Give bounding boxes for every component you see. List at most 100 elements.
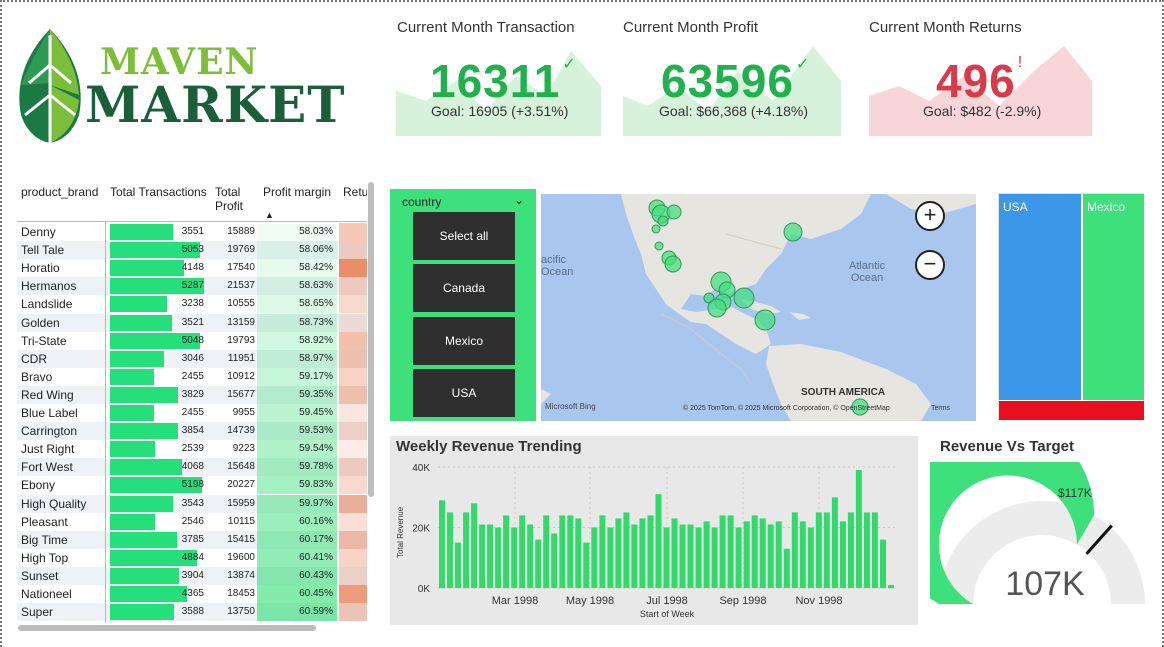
weekly-revenue-chart[interactable]: Weekly Revenue Trending 0K 20K 40K Mar 1998… bbox=[390, 436, 918, 625]
table-row[interactable]: High Quality 3543 15959 59.97% bbox=[17, 494, 367, 513]
revenue-bar[interactable] bbox=[711, 527, 718, 589]
treemap-tile-usa[interactable]: USA bbox=[999, 194, 1081, 400]
table-row[interactable]: Blue Label 2455 9955 59.45% bbox=[17, 404, 367, 422]
table-row[interactable]: Golden 3521 13159 58.73% bbox=[17, 313, 367, 332]
slicer-option-mexico[interactable]: Mexico bbox=[413, 317, 515, 365]
revenue-bar[interactable] bbox=[783, 548, 790, 588]
country-slicer[interactable]: country ⌄ Select all Canada Mexico USA bbox=[390, 189, 536, 421]
country-treemap[interactable]: USA Mexico bbox=[998, 193, 1144, 420]
revenue-bar[interactable] bbox=[791, 512, 798, 588]
table-row[interactable]: Bravo 2455 10912 59.17% bbox=[17, 367, 367, 386]
table-row[interactable]: Red Wing 3829 15677 59.35% bbox=[17, 385, 367, 404]
revenue-target-gauge[interactable] bbox=[930, 462, 1154, 612]
revenue-bar[interactable] bbox=[599, 515, 606, 588]
revenue-bar[interactable] bbox=[735, 527, 742, 589]
table-row[interactable]: Big Time 3785 15415 60.17% bbox=[17, 530, 367, 549]
revenue-bar[interactable] bbox=[727, 515, 734, 588]
table-row[interactable]: Denny 3551 15889 58.03% bbox=[17, 223, 367, 241]
zoom-in-button[interactable]: + bbox=[915, 201, 945, 231]
brand-table[interactable]: product_brand Total Transactions Total P… bbox=[17, 178, 367, 628]
revenue-bar[interactable] bbox=[759, 518, 766, 588]
revenue-bar[interactable] bbox=[551, 533, 558, 589]
revenue-bar[interactable] bbox=[888, 585, 894, 588]
table-row[interactable]: CDR 3046 11951 58.97% bbox=[17, 349, 367, 368]
revenue-bar[interactable] bbox=[671, 518, 678, 588]
slicer-option-canada[interactable]: Canada bbox=[413, 264, 515, 312]
revenue-bar[interactable] bbox=[831, 497, 838, 589]
revenue-bar[interactable] bbox=[880, 539, 886, 588]
column-header-returns[interactable]: Retu bbox=[343, 185, 367, 199]
revenue-bar[interactable] bbox=[839, 521, 846, 588]
revenue-bar[interactable] bbox=[615, 518, 622, 588]
revenue-bar[interactable] bbox=[503, 515, 510, 588]
revenue-bar[interactable] bbox=[719, 515, 726, 588]
map-terms-link[interactable]: Terms bbox=[931, 405, 951, 412]
revenue-bar[interactable] bbox=[543, 515, 550, 588]
revenue-bar[interactable] bbox=[775, 521, 782, 588]
revenue-bar[interactable] bbox=[535, 539, 542, 588]
revenue-bar[interactable] bbox=[655, 494, 662, 588]
table-row[interactable]: Nationeel 4365 18453 60.45% bbox=[17, 585, 367, 603]
revenue-bar[interactable] bbox=[559, 515, 566, 588]
revenue-bar[interactable] bbox=[751, 515, 758, 588]
revenue-bar[interactable] bbox=[623, 512, 630, 588]
table-row[interactable]: Sunset 3904 13874 60.43% bbox=[17, 566, 367, 585]
revenue-bar[interactable] bbox=[847, 512, 854, 588]
table-row[interactable]: Ebony 5198 20227 59.83% bbox=[17, 476, 367, 495]
table-row[interactable]: Fort West 4068 15648 59.78% bbox=[17, 458, 367, 477]
column-header-margin[interactable]: Profit margin bbox=[263, 185, 332, 199]
revenue-bar[interactable] bbox=[447, 512, 453, 588]
revenue-bar[interactable] bbox=[631, 524, 638, 589]
revenue-bar[interactable] bbox=[767, 524, 774, 589]
column-header-transactions[interactable]: Total Transactions bbox=[110, 185, 207, 199]
revenue-bar[interactable] bbox=[591, 527, 598, 589]
revenue-bar[interactable] bbox=[647, 515, 654, 588]
table-row[interactable]: Hermanos 5287 21537 58.63% bbox=[17, 277, 367, 296]
revenue-bar[interactable] bbox=[607, 527, 614, 589]
revenue-bar[interactable] bbox=[439, 500, 445, 588]
revenue-bar[interactable] bbox=[807, 527, 814, 589]
kpi-transactions[interactable]: Current Month Transaction 16311 ✓ Goal: 1… bbox=[396, 14, 602, 136]
revenue-bar[interactable] bbox=[527, 524, 534, 589]
revenue-bar[interactable] bbox=[567, 515, 574, 588]
table-vertical-scrollbar[interactable] bbox=[368, 182, 374, 497]
column-header-profit[interactable]: Total Profit bbox=[215, 185, 244, 213]
revenue-bar[interactable] bbox=[679, 524, 686, 589]
revenue-bar[interactable] bbox=[855, 470, 862, 588]
revenue-bar[interactable] bbox=[471, 503, 478, 588]
table-row[interactable]: High Top 4884 19600 60.41% bbox=[17, 548, 367, 567]
revenue-bar[interactable] bbox=[455, 542, 461, 588]
revenue-bar[interactable] bbox=[495, 527, 502, 589]
table-row[interactable]: Pleasant 2546 10115 60.16% bbox=[17, 512, 367, 531]
chevron-down-icon[interactable]: ⌄ bbox=[513, 193, 524, 207]
revenue-bar[interactable] bbox=[695, 527, 702, 589]
slicer-option-select-all[interactable]: Select all bbox=[413, 212, 515, 260]
revenue-bar[interactable] bbox=[511, 527, 518, 589]
revenue-bar[interactable] bbox=[743, 521, 750, 588]
store-map[interactable]: acific Ocean Atlantic Ocean SOUTH AMERIC… bbox=[541, 194, 976, 421]
sort-ascending-icon[interactable]: ▲ bbox=[265, 210, 274, 220]
table-row[interactable]: Super 3588 13750 60.59% bbox=[17, 603, 367, 622]
revenue-bar[interactable] bbox=[823, 512, 830, 588]
table-row[interactable]: Landslide 3238 10555 58.65% bbox=[17, 295, 367, 314]
revenue-bar[interactable] bbox=[463, 512, 470, 588]
kpi-returns[interactable]: Current Month Returns 496! Goal: $482 (-… bbox=[869, 14, 1093, 136]
table-horizontal-scrollbar[interactable] bbox=[18, 625, 316, 631]
treemap-tile-mexico[interactable]: Mexico bbox=[1083, 194, 1144, 400]
table-row[interactable]: Tell Tale 5053 19769 58.06% bbox=[17, 241, 367, 260]
slicer-option-usa[interactable]: USA bbox=[413, 369, 515, 417]
revenue-bar[interactable] bbox=[575, 518, 582, 588]
column-header-brand[interactable]: product_brand bbox=[21, 185, 99, 199]
revenue-bar[interactable] bbox=[799, 521, 806, 588]
table-row[interactable]: Tri-State 5048 19793 58.92% bbox=[17, 331, 367, 350]
table-row[interactable]: Carrington 3854 14739 59.53% bbox=[17, 422, 367, 441]
treemap-tile-canada[interactable] bbox=[999, 401, 1144, 420]
revenue-bar[interactable] bbox=[863, 512, 870, 588]
table-row[interactable]: Horatio 4148 17540 58.42% bbox=[17, 259, 367, 278]
kpi-profit[interactable]: Current Month Profit 63596 ✓ Goal: $66,36… bbox=[623, 14, 843, 136]
revenue-bar[interactable] bbox=[815, 512, 822, 588]
revenue-bar[interactable] bbox=[519, 515, 526, 588]
revenue-bar[interactable] bbox=[687, 524, 694, 589]
revenue-bar[interactable] bbox=[479, 524, 486, 589]
revenue-bar[interactable] bbox=[871, 512, 878, 588]
